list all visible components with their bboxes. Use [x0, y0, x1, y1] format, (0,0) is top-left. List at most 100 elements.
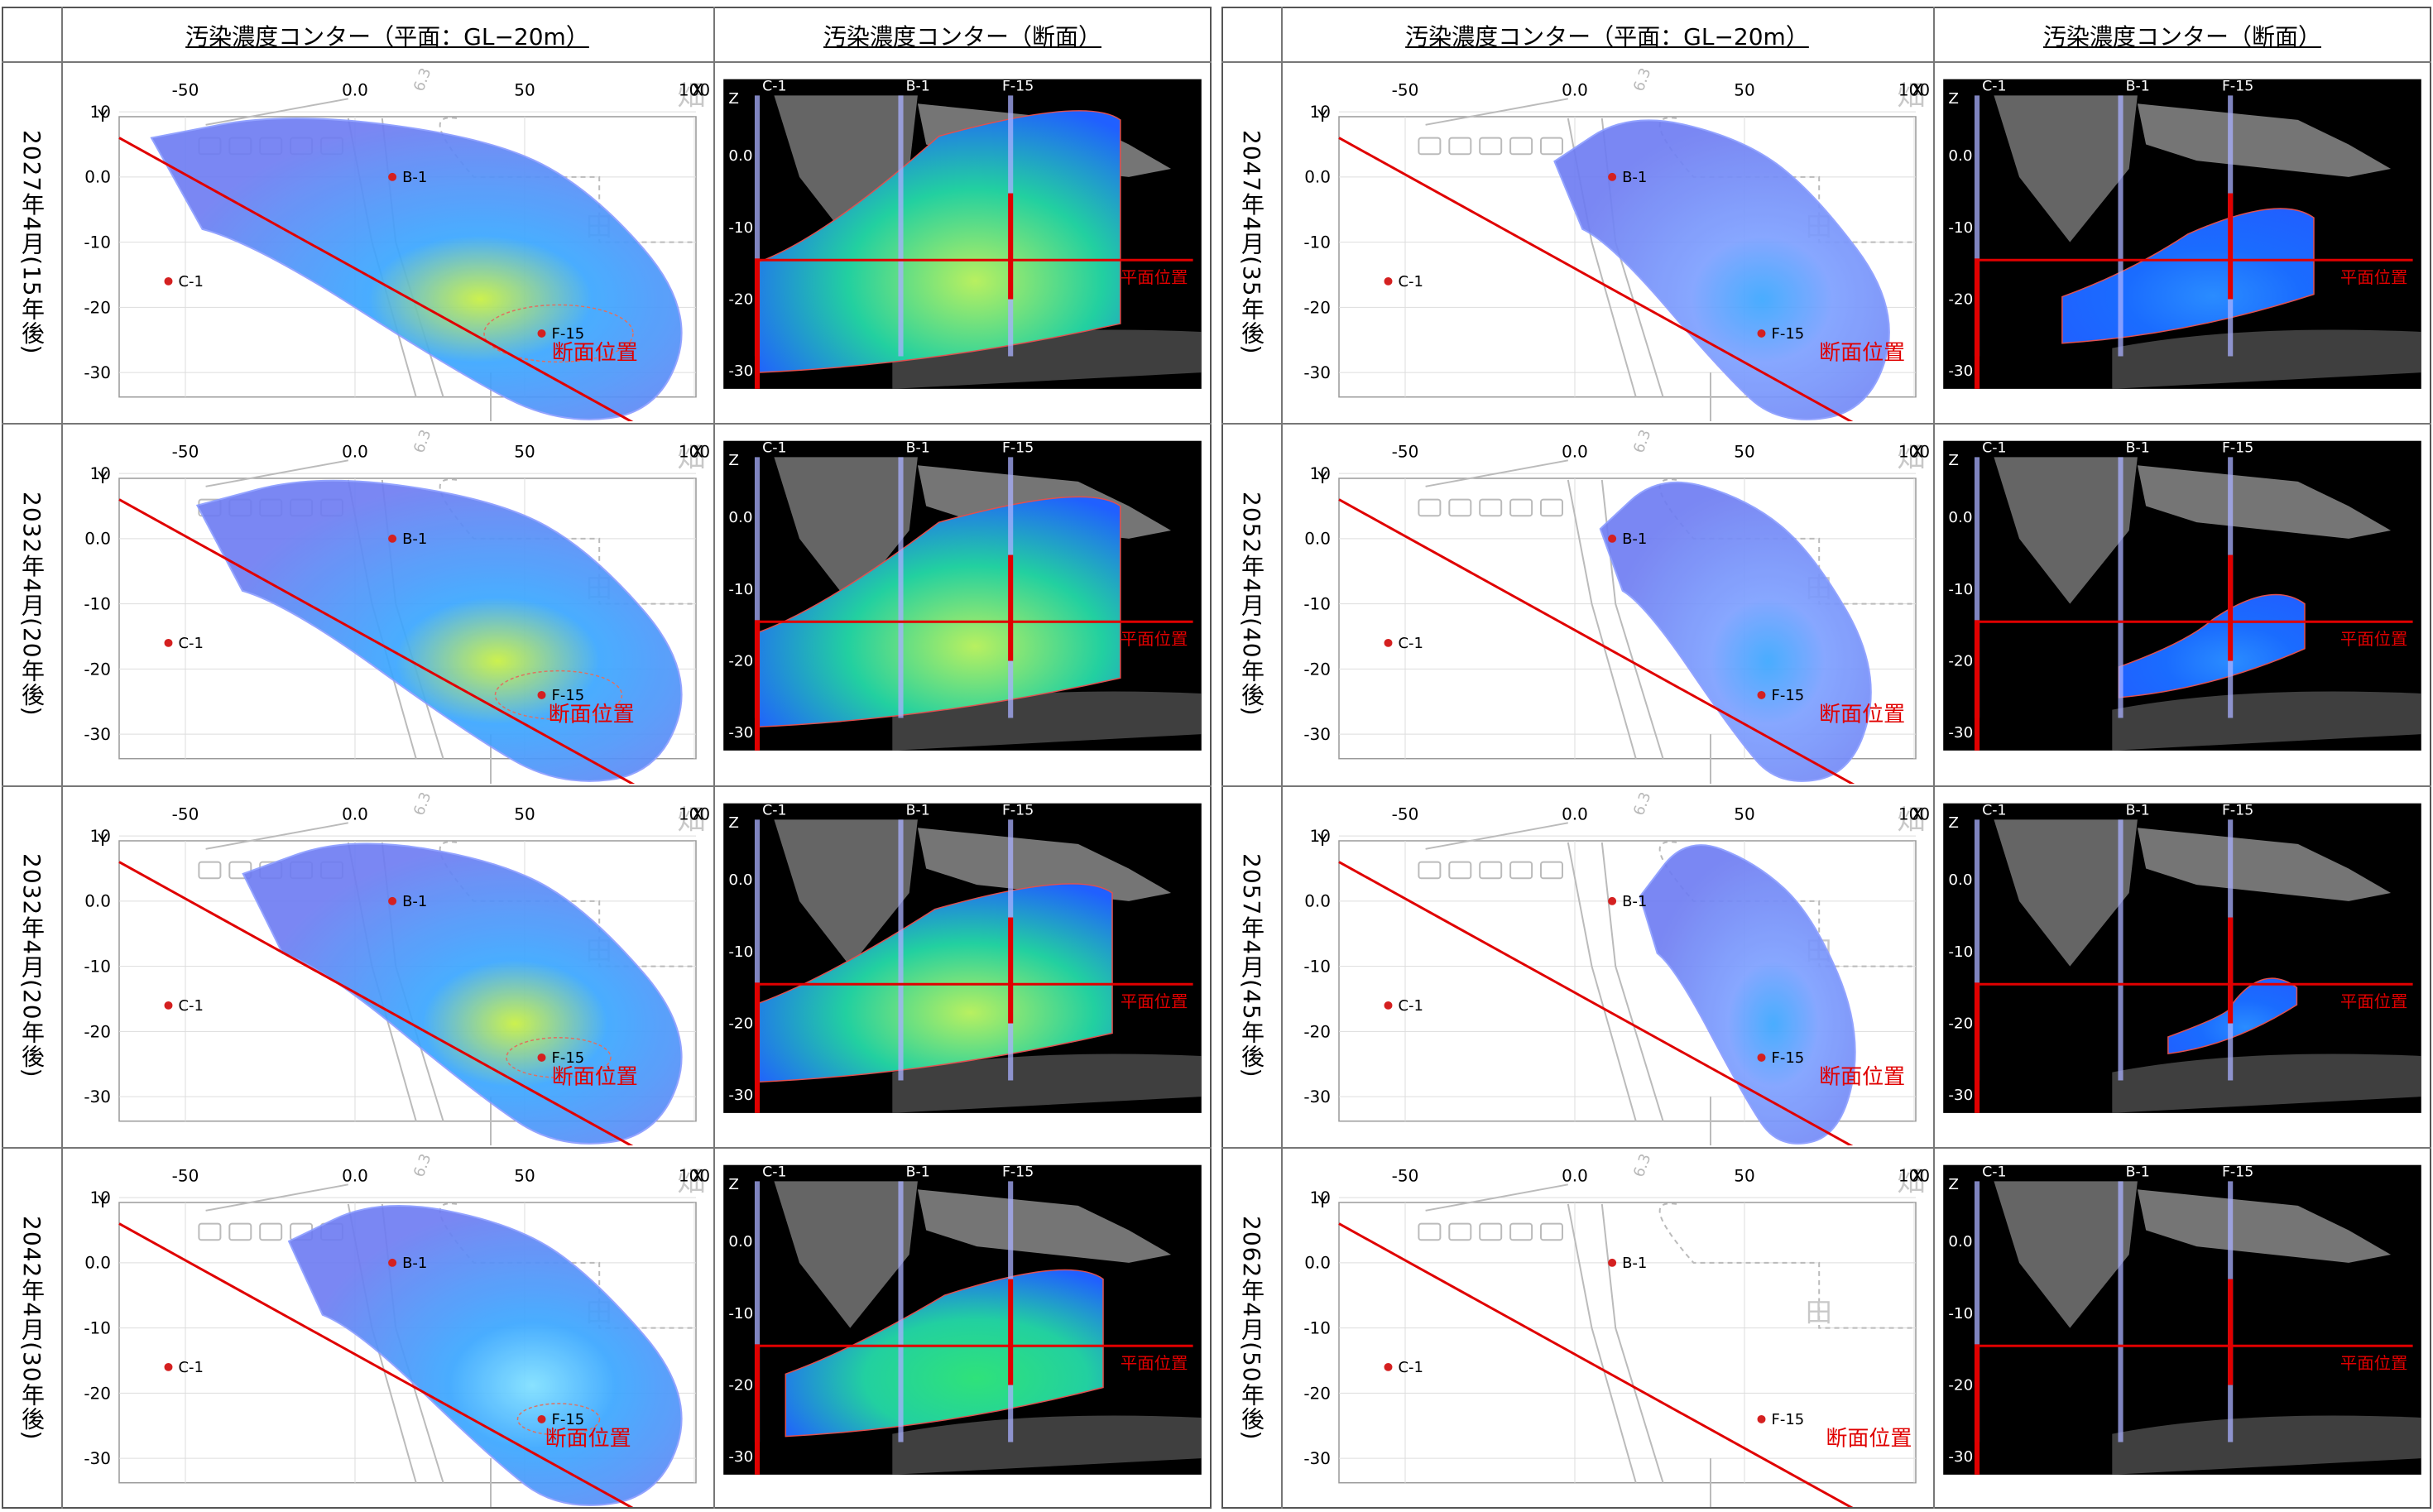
z-tick-label: -30: [728, 1448, 753, 1466]
well-marker: [388, 1258, 397, 1267]
y-tick-label: 10: [90, 103, 111, 122]
y-tick-label: 10: [90, 1188, 111, 1207]
well-label: C-1: [762, 440, 786, 457]
y-tick-label: -20: [1303, 1384, 1331, 1403]
well-label: C-1: [179, 1359, 204, 1376]
field-label-hatake: 畑: [678, 1165, 706, 1198]
section-position-label: 断面位置: [1819, 1064, 1905, 1089]
section-plume: [756, 882, 1113, 1082]
section-position-label: 断面位置: [1819, 703, 1905, 727]
y-tick-label: -30: [84, 1449, 111, 1468]
plan-contour-map: 畑田6.3断面位置C-1B-1F-15-500.050100XY20100.0-…: [63, 1148, 712, 1507]
row-date-text: 2052年4月(40年後): [1238, 492, 1265, 717]
section-contour-map: C-1 B-1 F-15 平面位置 Z 0.0 -10 -20 -30: [1935, 786, 2430, 1145]
well-marker: [537, 329, 546, 338]
x-tick-label: 50: [514, 804, 535, 823]
x-tick-label: -50: [172, 804, 199, 823]
plan-contour-cell: 畑田6.3断面位置C-1B-1F-15-500.050100XY20100.0-…: [63, 786, 712, 1145]
z-tick-label: -10: [728, 943, 753, 961]
well-cut-marker: [1974, 620, 1980, 751]
well-bar: [2118, 457, 2123, 718]
section-position-label: 断面位置: [1819, 341, 1905, 366]
section-cut-line: [1338, 1222, 1854, 1507]
field-label-hatake: 畑: [1898, 442, 1926, 474]
row-date-text: 2042年4月(30年後): [18, 1215, 46, 1441]
well-label: B-1: [402, 169, 427, 186]
y-tick-label: -20: [84, 660, 111, 679]
z-tick-label: -10: [1948, 1305, 1973, 1322]
z-tick-label: -20: [728, 1015, 753, 1032]
y-tick-label: 0.0: [84, 1254, 111, 1273]
section-cut-line: [118, 498, 634, 784]
plot-frame: [118, 116, 697, 398]
plan-contour-cell: 畑田6.3断面位置C-1B-1F-15-500.050100XY20100.0-…: [63, 425, 712, 784]
well-label: B-1: [402, 1255, 427, 1272]
section-plume: [2118, 594, 2306, 698]
x-axis-label: X: [1912, 804, 1923, 823]
well-cut-marker: [1974, 982, 1980, 1113]
well-bar: [2118, 1181, 2123, 1442]
z-tick-label: -30: [1948, 1448, 1973, 1466]
well-marker: [537, 1414, 546, 1423]
well-label: C-1: [179, 996, 204, 1014]
well-marker: [1384, 1362, 1393, 1371]
y-tick-label: -30: [1303, 1087, 1331, 1106]
x-tick-label: 50: [1734, 1166, 1754, 1185]
x-tick-label: 100: [679, 443, 710, 462]
well-label: B-1: [2126, 802, 2150, 818]
well-label: B-1: [1622, 1255, 1647, 1272]
y-tick-label: -30: [1303, 725, 1331, 744]
well-label: C-1: [179, 273, 204, 290]
contamination-plume: [1599, 482, 1872, 783]
y-axis-label: Y: [97, 831, 108, 850]
well-bar: [1974, 818, 1980, 1080]
well-marker: [1757, 329, 1766, 338]
z-tick-label: 0.0: [728, 510, 752, 527]
plan-contour-map: 畑田6.3断面位置C-1B-1F-15-500.050100XY20100.0-…: [63, 786, 712, 1145]
z-axis-label: Z: [1948, 814, 1959, 832]
well-label: C-1: [1982, 1164, 2006, 1180]
well-cut-marker: [1008, 1279, 1014, 1385]
well-marker: [1384, 1001, 1393, 1010]
z-tick-label: -30: [1948, 362, 1973, 380]
contamination-plume: [150, 118, 683, 420]
field-label-ta: 田: [1806, 1298, 1832, 1328]
row-date-label: 2032年4月(20年後): [2, 785, 61, 1147]
section-position-label: 断面位置: [552, 1064, 638, 1089]
well-label: C-1: [762, 1164, 786, 1180]
section-contour-cell: C-1 B-1 F-15 平面位置 Z 0.0 -10 -20 -30: [715, 786, 1210, 1145]
x-tick-label: 100: [1898, 1166, 1930, 1185]
field-label-hatake: 畑: [1898, 1165, 1926, 1198]
y-axis-label: Y: [97, 1193, 108, 1212]
section-contour-cell: C-1 B-1 F-15 平面位置 Z 0.0 -10 -20 -30: [1935, 425, 2430, 784]
y-tick-label: -30: [84, 725, 111, 744]
section-position-label: 断面位置: [552, 341, 638, 366]
field-label-hatake: 畑: [1898, 804, 1926, 836]
z-tick-label: -10: [728, 581, 753, 598]
well-label: F-15: [552, 325, 585, 343]
section-cut-line: [1338, 137, 1854, 422]
x-tick-label: -50: [1392, 443, 1419, 462]
x-axis-label: X: [1912, 443, 1923, 462]
plot-frame: [1338, 116, 1917, 398]
z-axis-label: Z: [728, 91, 739, 108]
well-marker: [1757, 691, 1766, 700]
well-label: C-1: [762, 802, 786, 818]
row-date-text: 2032年4月(20年後): [18, 492, 46, 717]
y-tick-label: -10: [84, 233, 111, 252]
plan-position-label: 平面位置: [1121, 267, 1188, 287]
geology-layers: [1994, 1181, 2421, 1475]
well-label: F-15: [1772, 687, 1805, 704]
z-axis-label: Z: [1948, 91, 1959, 108]
well-label: C-1: [1982, 440, 2006, 457]
x-tick-label: 50: [514, 1166, 535, 1185]
well-label: B-1: [906, 79, 930, 95]
y-axis-label: Y: [1317, 1193, 1328, 1212]
well-marker: [1608, 172, 1617, 181]
y-tick-label: -10: [84, 957, 111, 976]
well-label: F-15: [1002, 79, 1034, 95]
well-cut-marker: [2228, 554, 2234, 661]
section-contour-header: 汚染濃度コンター（断面）: [2042, 23, 2321, 50]
y-tick-label: 10: [1310, 103, 1331, 122]
y-tick-label: 10: [1310, 464, 1331, 483]
